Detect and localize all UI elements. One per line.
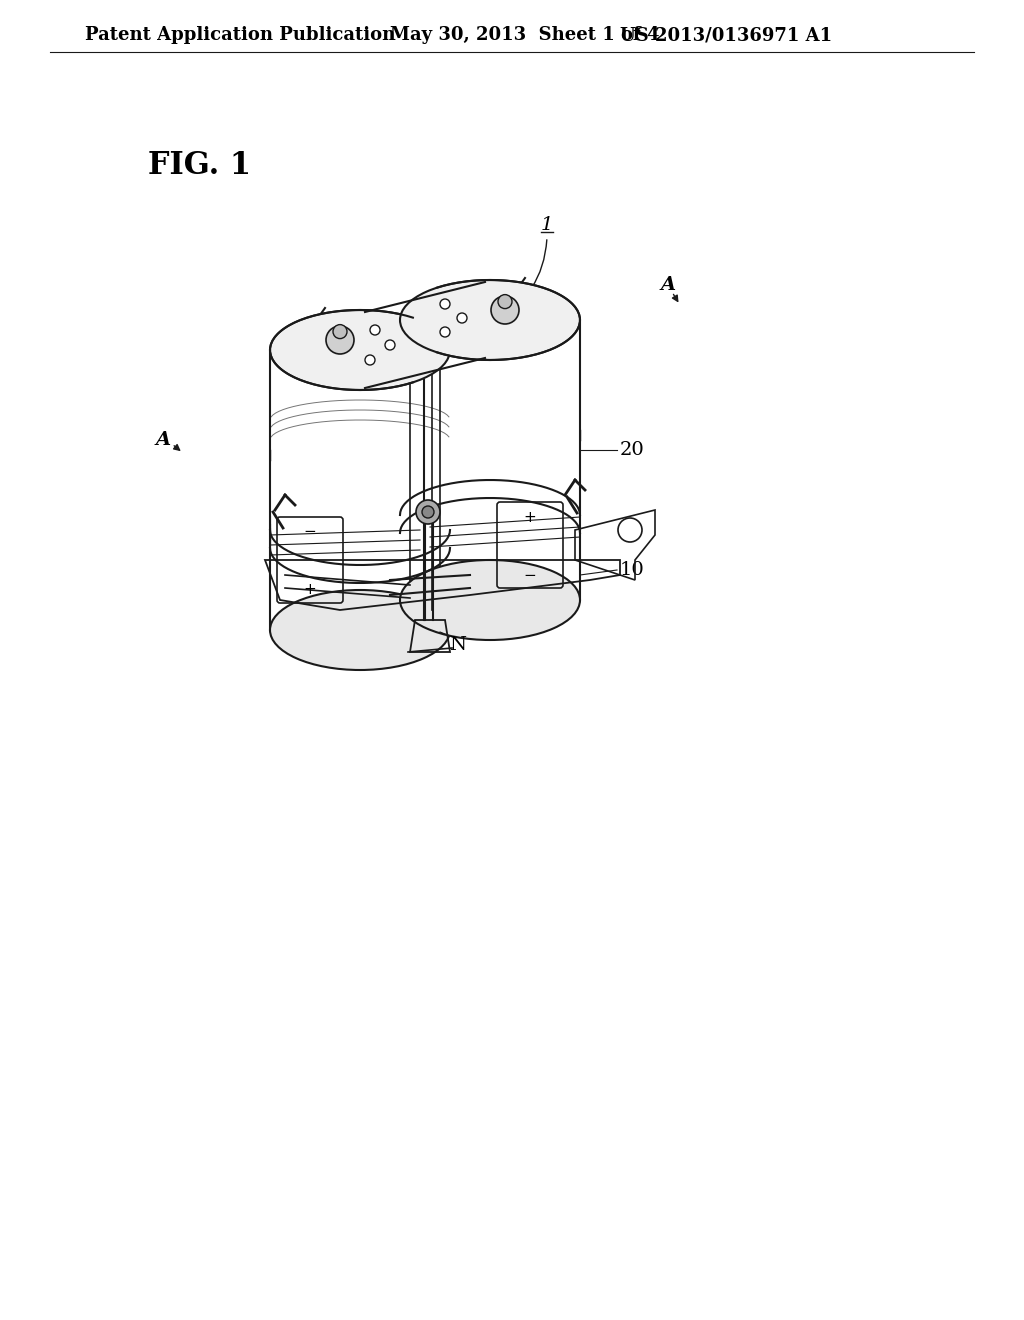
- Ellipse shape: [400, 280, 580, 360]
- Circle shape: [457, 313, 467, 323]
- Circle shape: [416, 500, 440, 524]
- Ellipse shape: [270, 310, 450, 389]
- Circle shape: [498, 294, 512, 309]
- FancyArrowPatch shape: [494, 240, 547, 321]
- Circle shape: [422, 506, 434, 517]
- Circle shape: [440, 300, 450, 309]
- Text: 1: 1: [541, 216, 553, 234]
- Text: −: −: [523, 568, 537, 582]
- Text: US 2013/0136971 A1: US 2013/0136971 A1: [620, 26, 833, 44]
- Circle shape: [365, 355, 375, 366]
- Circle shape: [370, 325, 380, 335]
- Ellipse shape: [270, 590, 450, 671]
- Text: A: A: [156, 432, 171, 449]
- Ellipse shape: [400, 560, 580, 640]
- Circle shape: [490, 296, 519, 323]
- Text: +: +: [523, 510, 537, 524]
- Text: 10: 10: [620, 561, 645, 579]
- Text: May 30, 2013  Sheet 1 of 4: May 30, 2013 Sheet 1 of 4: [390, 26, 659, 44]
- Text: A: A: [660, 276, 676, 294]
- Circle shape: [440, 327, 450, 337]
- Circle shape: [618, 517, 642, 543]
- Circle shape: [385, 341, 395, 350]
- Text: N: N: [450, 636, 467, 653]
- Text: FIG. 1: FIG. 1: [148, 149, 251, 181]
- Circle shape: [333, 325, 347, 339]
- Text: +: +: [304, 582, 316, 598]
- Circle shape: [326, 326, 354, 354]
- Text: −: −: [304, 524, 316, 540]
- Text: Patent Application Publication: Patent Application Publication: [85, 26, 395, 44]
- Text: 20: 20: [620, 441, 645, 459]
